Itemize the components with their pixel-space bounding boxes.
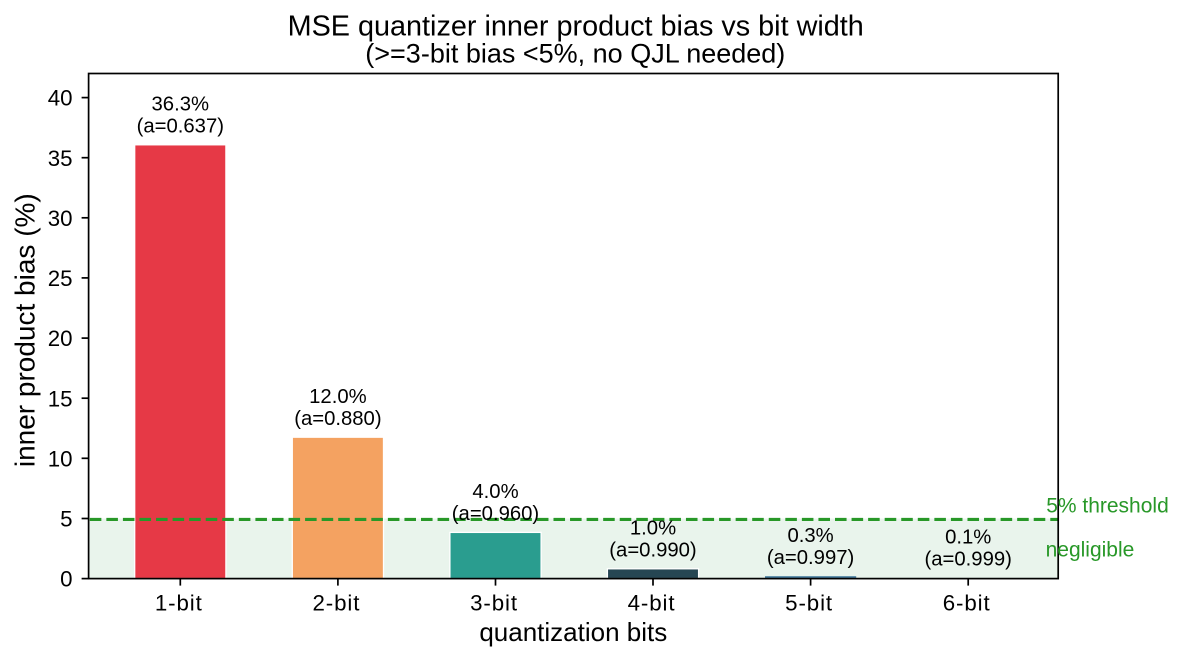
svg-text:35: 35	[48, 146, 73, 171]
svg-text:(a=0.990): (a=0.990)	[609, 539, 696, 561]
svg-text:3-bit: 3-bit	[470, 590, 518, 615]
svg-text:20: 20	[48, 326, 73, 351]
svg-text:1-bit: 1-bit	[155, 590, 203, 615]
svg-text:6-bit: 6-bit	[943, 590, 991, 615]
svg-text:inner product bias (%): inner product bias (%)	[9, 193, 40, 467]
svg-text:(>=3-bit bias <5%, no QJL need: (>=3-bit bias <5%, no QJL needed)	[365, 39, 785, 69]
svg-text:30: 30	[48, 206, 73, 231]
svg-text:25: 25	[48, 266, 73, 291]
svg-text:0: 0	[60, 567, 72, 592]
svg-text:MSE quantizer inner product bi: MSE quantizer inner product bias vs bit …	[288, 11, 864, 43]
svg-text:40: 40	[48, 86, 73, 111]
svg-text:(a=0.960): (a=0.960)	[452, 503, 539, 525]
svg-text:negligible: negligible	[1046, 539, 1135, 562]
svg-text:0.1%: 0.1%	[945, 527, 991, 549]
svg-text:10: 10	[48, 446, 73, 471]
svg-text:4-bit: 4-bit	[628, 590, 676, 615]
svg-text:(a=0.637): (a=0.637)	[137, 115, 224, 137]
svg-text:(a=0.880): (a=0.880)	[294, 408, 381, 430]
svg-text:(a=0.999): (a=0.999)	[925, 549, 1012, 571]
svg-text:15: 15	[48, 386, 73, 411]
svg-text:12.0%: 12.0%	[309, 386, 367, 408]
svg-text:1.0%: 1.0%	[630, 518, 676, 540]
svg-text:(a=0.997): (a=0.997)	[767, 547, 854, 569]
svg-text:5% threshold: 5% threshold	[1046, 495, 1169, 518]
svg-text:quantization bits: quantization bits	[479, 617, 667, 647]
svg-text:5-bit: 5-bit	[785, 590, 833, 615]
svg-text:4.0%: 4.0%	[472, 481, 518, 503]
svg-text:5: 5	[60, 507, 72, 532]
svg-text:0.3%: 0.3%	[787, 525, 833, 547]
svg-text:2-bit: 2-bit	[312, 590, 360, 615]
svg-text:36.3%: 36.3%	[152, 94, 210, 116]
